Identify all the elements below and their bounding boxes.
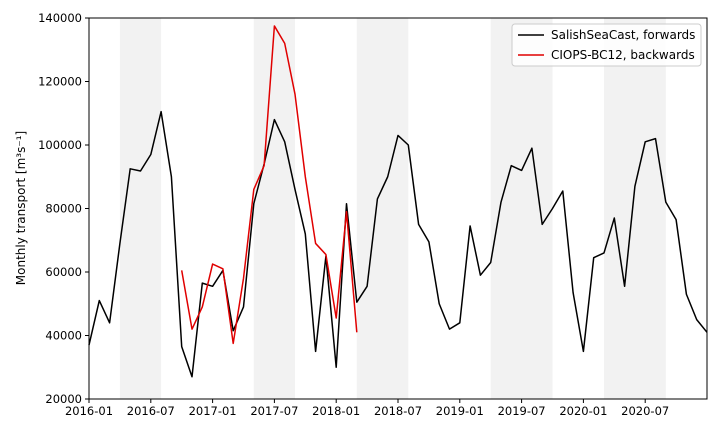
shaded-band-4	[604, 18, 666, 399]
shaded-band-2	[356, 18, 409, 399]
series-lines	[88, 25, 708, 378]
legend-box	[511, 23, 702, 67]
y-tick-label: 40000	[45, 329, 82, 343]
series-line-0	[88, 110, 708, 378]
shaded-band-3	[490, 18, 553, 399]
x-axis-ticks: 2016-01 2016-07 2017-01 2017-07 2018-01 2018-…	[65, 399, 669, 418]
y-tick-label: 20000	[45, 392, 82, 406]
x-tick-label: 2017-01	[189, 404, 237, 418]
x-tick-label: 2016-07	[127, 404, 175, 418]
legend: SalishSeaCast, forwards CIOPS-BC12, backw…	[511, 23, 702, 67]
x-tick-label: 2018-01	[312, 404, 360, 418]
y-tick-label: 60000	[45, 265, 82, 279]
shaded-band-1	[253, 18, 295, 399]
x-tick-label: 2018-07	[374, 404, 422, 418]
x-tick-label: 2019-01	[436, 404, 484, 418]
x-tick-label: 2020-07	[621, 404, 669, 418]
y-axis-title: Monthly transport [m³s⁻¹]	[14, 131, 28, 285]
x-tick-label: 2020-01	[559, 404, 607, 418]
y-axis-units: [m³s⁻¹]	[14, 131, 28, 174]
x-tick-label: 2016-01	[65, 404, 113, 418]
x-tick-label: 2017-07	[250, 404, 298, 418]
shaded-band-0	[119, 18, 162, 399]
series-line-1	[180, 25, 358, 345]
y-axis-ticks: 20000 40000 60000 80000 100000 120000 140000	[38, 11, 89, 406]
x-tick-label: 2019-07	[498, 404, 546, 418]
y-axis-label: Monthly transport	[14, 178, 28, 286]
legend-label: CIOPS-BC12, backwards	[551, 48, 695, 62]
legend-label: SalishSeaCast, forwards	[551, 28, 695, 42]
y-tick-label: 100000	[38, 138, 82, 152]
y-tick-label: 140000	[38, 11, 82, 25]
y-tick-label: 120000	[38, 75, 82, 89]
y-tick-label: 80000	[45, 202, 82, 216]
shaded-bands	[119, 18, 666, 399]
